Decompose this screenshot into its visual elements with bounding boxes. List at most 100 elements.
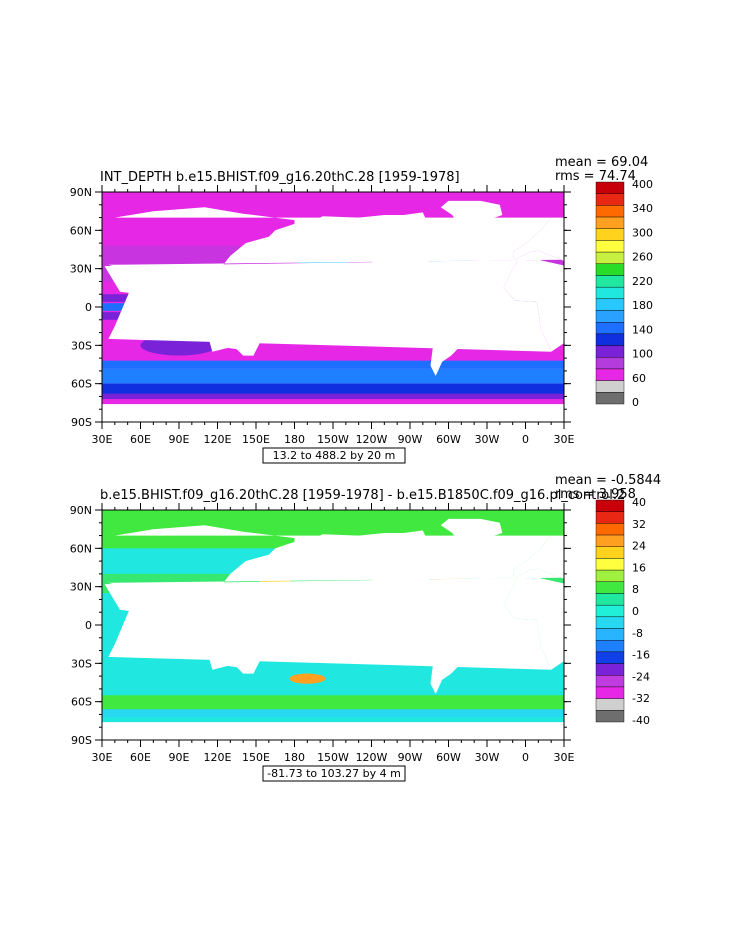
rms-label: rms = 3.958: [555, 487, 636, 502]
range-label: -81.73 to 103.27 by 4 m: [267, 767, 401, 780]
colorbar-label: 16: [632, 561, 646, 574]
x-tick-label: 150W: [317, 751, 349, 764]
colorbar-label: 24: [632, 540, 646, 553]
antarctica-mask: [102, 404, 564, 422]
x-tick-label: 30E: [554, 433, 575, 446]
x-tick-label: 30E: [92, 433, 113, 446]
panel-1: 30E 60E 90E 120E 150E 180 150W 120W 90W 60W 30W 0 30…: [70, 155, 653, 464]
colorbar-segment: [595, 604, 625, 618]
land-mask: [230, 626, 256, 636]
colorbar-segment: [595, 216, 625, 229]
antarctica-mask: [102, 722, 564, 740]
x-tick-label: 0: [522, 751, 529, 764]
y-tick-label: 60S: [71, 696, 92, 709]
colorbar-label: 140: [632, 323, 653, 336]
land-mask: [309, 212, 458, 297]
x-tick-label: 180: [284, 433, 305, 446]
panel-2: 30E 60E 90E 120E 150E 180 150W 120W 90W 60W 30W 0 30…: [70, 473, 661, 782]
arctic-field: [102, 510, 564, 521]
colorbar-segment: [595, 228, 625, 241]
land-mask: [203, 298, 217, 313]
colorbar-segment: [595, 357, 625, 370]
x-tick-label: 60E: [130, 433, 151, 446]
zonal-band: [102, 695, 564, 710]
colorbar-label: 400: [632, 178, 653, 191]
y-tick-label: 60S: [71, 378, 92, 391]
rms-label: rms = 74.74: [555, 169, 636, 184]
colorbar-segment: [595, 686, 625, 699]
colorbar-segment: [595, 663, 625, 676]
land-mask: [185, 618, 200, 634]
range-box-frame: [262, 447, 406, 464]
x-tick-label: 150W: [317, 433, 349, 446]
colorbar-segment: [595, 558, 625, 571]
land-mask-wrap: [512, 217, 564, 262]
colorbar-segment: [595, 616, 625, 629]
mean-label: mean = -0.5844: [555, 473, 661, 488]
colorbar-label: 32: [632, 518, 646, 531]
colorbar-segment: [595, 523, 625, 536]
colorbar-segment: [595, 275, 625, 288]
land-mask: [185, 300, 200, 316]
x-tick-label: 120W: [356, 751, 388, 764]
range-label: 13.2 to 488.2 by 20 m: [273, 449, 396, 462]
colorbar-segment: [595, 193, 625, 206]
zonal-band: [102, 383, 564, 394]
x-tick-label: 30E: [92, 751, 113, 764]
range-box-frame: [262, 765, 406, 782]
x-tick-label: 120E: [204, 433, 232, 446]
land-mask: [209, 321, 260, 356]
land-mask: [108, 525, 562, 620]
land-mask: [422, 610, 481, 694]
colorbar-segment: [595, 511, 625, 524]
land-mask-wrap: [503, 577, 564, 670]
x-tick-label: 90E: [169, 751, 190, 764]
y-tick-label: 30N: [70, 581, 92, 594]
y-tick-label: 30S: [71, 339, 92, 352]
x-tick-label: 30E: [554, 751, 575, 764]
y-tick-label: 30N: [70, 263, 92, 276]
mean-label: mean = 69.04: [555, 155, 648, 170]
colorbar-segment: [595, 368, 625, 381]
colorbar-label: -16: [632, 649, 650, 662]
colorbar-label: 0: [632, 396, 639, 409]
y-tick-label: 0: [85, 619, 92, 632]
y-tick-label: 90N: [70, 186, 92, 199]
land-mask: [203, 616, 217, 631]
x-tick-label: 90W: [398, 433, 423, 446]
colorbar-segment: [595, 240, 625, 253]
colorbar-segment: [595, 546, 625, 559]
land-mask-wrap: [512, 535, 564, 580]
land-mask: [440, 200, 503, 231]
x-tick-label: 150E: [242, 751, 270, 764]
x-tick-label: 60W: [436, 433, 461, 446]
colorbar-label: 340: [632, 202, 653, 215]
x-tick-label: 30W: [475, 751, 500, 764]
colorbar-segment: [595, 499, 625, 512]
x-tick-label: 30W: [475, 433, 500, 446]
land-mask: [108, 207, 562, 302]
colorbar-label: 300: [632, 226, 653, 239]
land-mask-wrap: [503, 259, 564, 352]
colorbar-label: -32: [632, 692, 650, 705]
y-tick-label: 90N: [70, 504, 92, 517]
zonal-band: [102, 709, 564, 717]
colorbar-label: 180: [632, 299, 653, 312]
colorbar-segment: [595, 345, 625, 358]
x-tick-label: 0: [522, 433, 529, 446]
land-mask: [230, 308, 256, 318]
range-box: -81.73 to 103.27 by 4 m: [262, 765, 406, 782]
colorbar-segment: [595, 581, 625, 594]
colorbar-segment: [595, 675, 625, 688]
colorbar-segment: [595, 593, 625, 606]
panel-title: b.e15.BHIST.f09_g16.20thC.28 [1959-1978]…: [100, 488, 625, 503]
y-tick-label: 60N: [70, 542, 92, 555]
colorbar-segment: [595, 534, 625, 547]
colorbar-segment: [595, 310, 625, 323]
colorbar-segment: [595, 698, 625, 711]
x-tick-label: 90E: [169, 433, 190, 446]
colorbar-segment: [595, 251, 625, 264]
colorbar-segment: [595, 181, 625, 194]
colorbar-segment: [595, 628, 625, 641]
colorbar-segment: [595, 333, 625, 346]
